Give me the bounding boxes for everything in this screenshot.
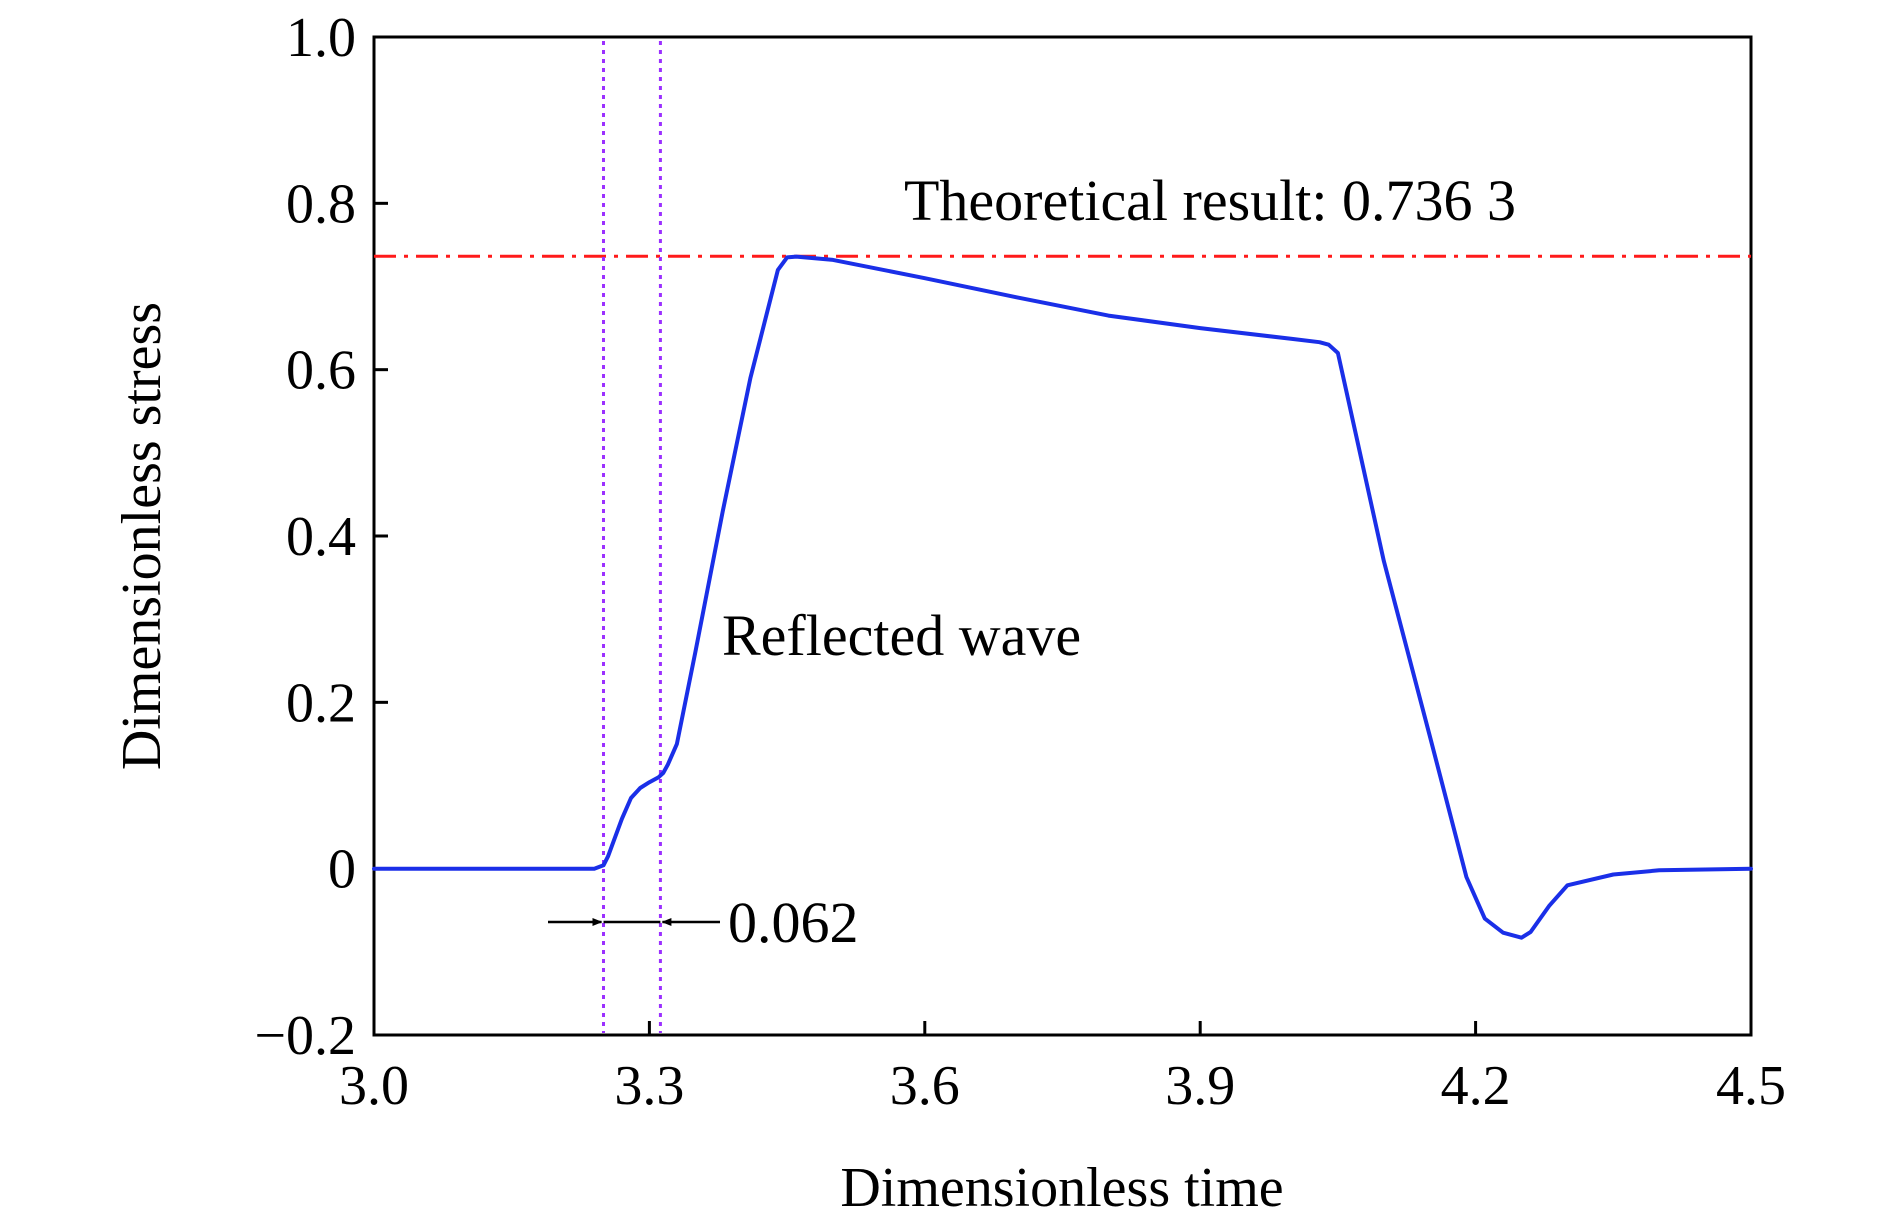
x-tick-label: 4.5 <box>1716 1055 1786 1117</box>
y-tick-label: 0.8 <box>286 173 356 235</box>
series-group <box>372 254 1753 940</box>
stress-curve <box>372 254 1753 940</box>
reflected-wave-label: Reflected wave <box>722 603 1081 668</box>
marker-lines <box>602 41 662 1033</box>
interval-value-label: 0.062 <box>728 890 859 955</box>
y-tick-label: −0.2 <box>254 1005 356 1067</box>
y-axis-ticks: −0.2 0 0.2 0.4 0.6 0.8 1.0 <box>254 7 388 1067</box>
x-axis-label: Dimensionless time <box>840 1157 1283 1219</box>
x-axis-ticks: 3.0 3.3 3.6 3.9 4.2 4.5 <box>339 1021 1786 1117</box>
reference-group: Theoretical result: 0.736 3 <box>374 168 1751 258</box>
y-tick-label: 1.0 <box>286 7 356 69</box>
annotations: Reflected wave 0.062 <box>548 603 1081 955</box>
y-tick-label: 0.2 <box>286 672 356 734</box>
x-tick-label: 3.9 <box>1165 1055 1235 1117</box>
y-tick-label: 0.6 <box>286 340 356 402</box>
theoretical-result-label: Theoretical result: 0.736 3 <box>904 168 1516 233</box>
x-tick-label: 3.0 <box>339 1055 409 1117</box>
y-tick-label: 0 <box>328 839 356 901</box>
x-tick-label: 3.6 <box>890 1055 960 1117</box>
y-tick-label: 0.4 <box>286 506 356 568</box>
x-tick-label: 3.3 <box>614 1055 684 1117</box>
y-axis-label: Dimensionless stress <box>111 302 173 770</box>
x-tick-label: 4.2 <box>1441 1055 1511 1117</box>
